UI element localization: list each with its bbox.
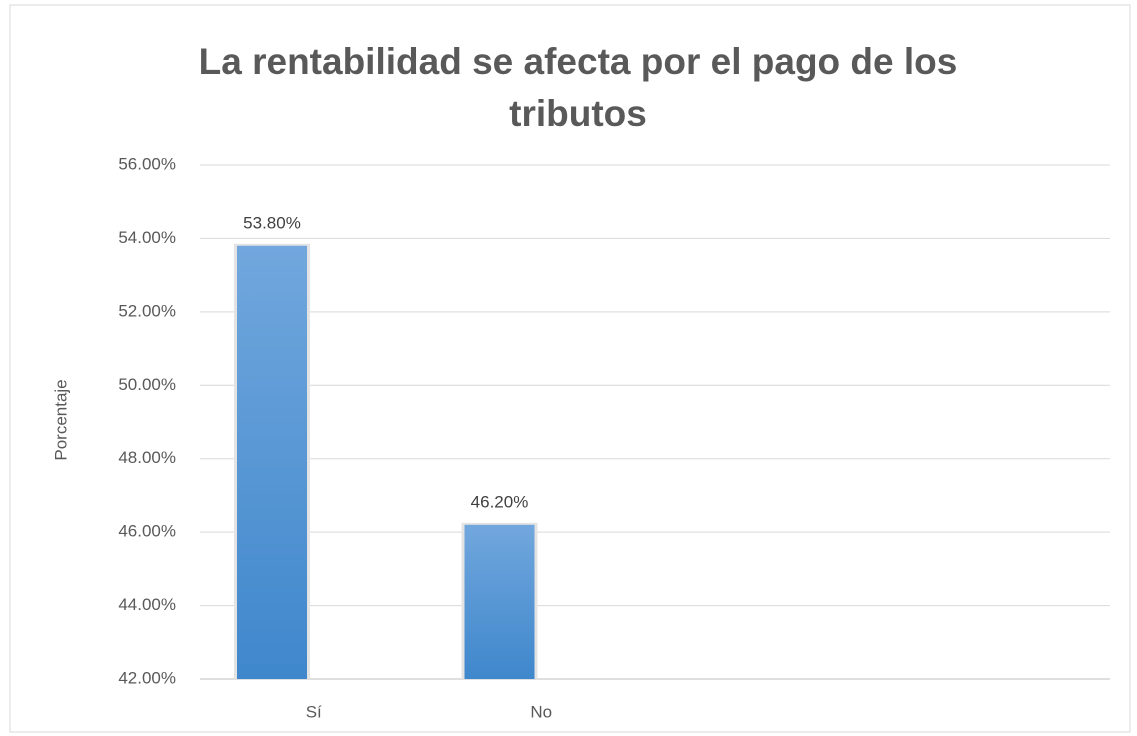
data-label: 46.20% — [471, 492, 529, 511]
bar — [464, 524, 535, 679]
y-tick-label: 44.00% — [118, 595, 176, 614]
data-label: 53.80% — [243, 213, 301, 232]
chart-title: La rentabilidad se afecta por el pago de… — [198, 41, 958, 134]
chart-border — [9, 4, 1131, 733]
y-tick-label: 56.00% — [118, 154, 176, 173]
y-tick-label: 54.00% — [118, 228, 176, 247]
y-axis-label: Porcentaje — [51, 379, 70, 460]
y-tick-label: 50.00% — [118, 375, 176, 394]
y-tick-label: 48.00% — [118, 448, 176, 467]
y-tick-label: 52.00% — [118, 301, 176, 320]
x-tick-label: No — [530, 702, 552, 721]
bar — [237, 245, 307, 679]
y-tick-label: 46.00% — [118, 522, 176, 541]
x-tick-label: Sí — [306, 702, 322, 721]
y-tick-label: 42.00% — [118, 668, 176, 687]
